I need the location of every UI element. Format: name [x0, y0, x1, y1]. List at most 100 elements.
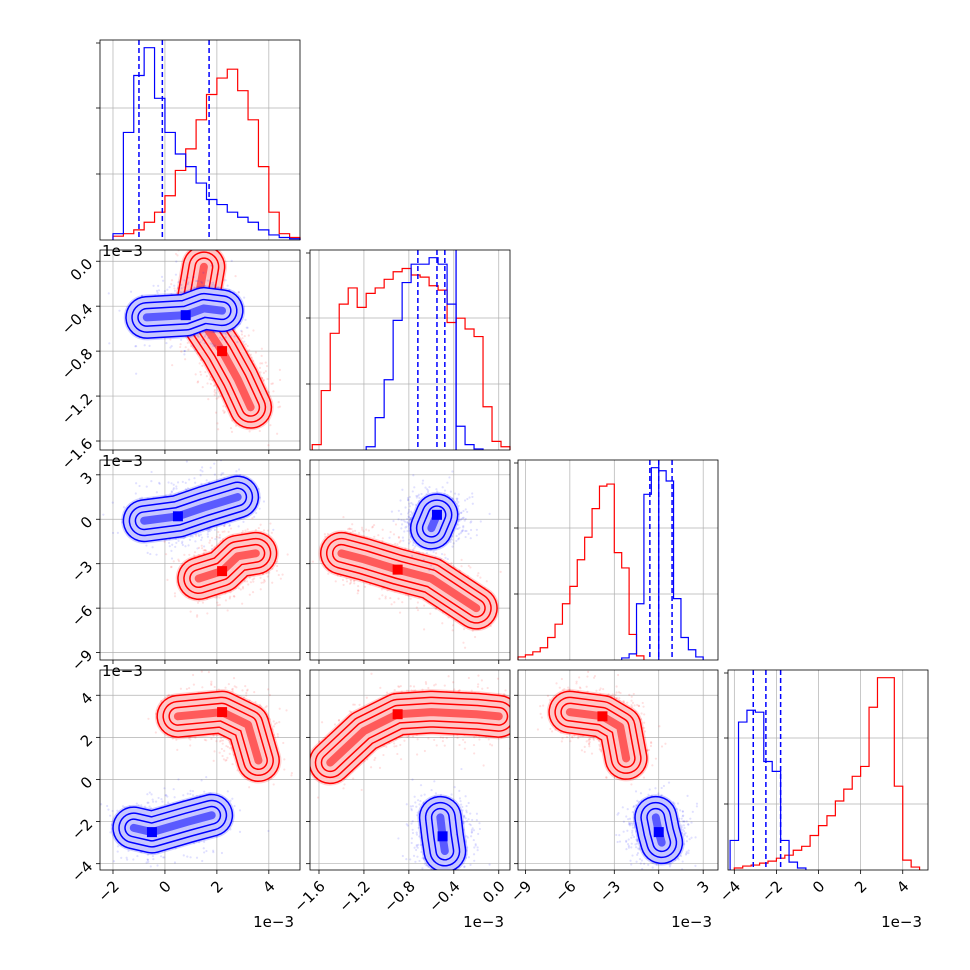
- red-sample: [479, 576, 482, 579]
- blue-sample: [203, 851, 206, 854]
- blue-sample: [182, 854, 185, 857]
- blue-sample: [443, 492, 446, 495]
- red-sample: [188, 687, 191, 690]
- blue-sample: [135, 372, 138, 375]
- axes-frame: [99, 459, 301, 661]
- red-sample: [213, 393, 216, 396]
- blue-sample: [180, 542, 184, 545]
- blue-sample: [223, 524, 226, 527]
- blue-sample: [138, 484, 141, 488]
- red-sample: [271, 581, 274, 584]
- red-sample: [409, 540, 412, 543]
- red-sample: [171, 737, 174, 740]
- red-sample: [273, 722, 277, 726]
- red-sample: [272, 720, 275, 723]
- red-sample: [177, 559, 181, 563]
- red-sample: [227, 682, 230, 686]
- blue-sample: [414, 545, 417, 548]
- blue-sample: [148, 805, 151, 808]
- red-sample: [450, 562, 453, 565]
- blue-sample: [208, 529, 211, 533]
- red-sample: [392, 533, 396, 536]
- blue-sample: [213, 462, 216, 465]
- blue-sample: [157, 289, 161, 292]
- red-sample: [232, 677, 236, 680]
- red-sample: [351, 530, 355, 533]
- red-sample: [263, 580, 266, 583]
- blue-sample: [210, 528, 213, 531]
- blue-sample: [451, 497, 454, 501]
- red-sample: [415, 606, 418, 609]
- blue-sample: [406, 496, 410, 500]
- red-sample: [217, 688, 220, 691]
- red-sample: [265, 572, 269, 575]
- red-sample: [270, 531, 273, 534]
- red-sample: [228, 739, 231, 742]
- red-sample: [226, 745, 230, 749]
- red-sample: [170, 283, 173, 286]
- blue-sample: [409, 536, 412, 539]
- blue-sample: [463, 519, 466, 522]
- blue-sample: [408, 502, 411, 505]
- axes-frame: [517, 459, 719, 661]
- red-sample: [471, 629, 474, 632]
- blue-sample: [456, 502, 459, 505]
- blue-sample: [164, 794, 167, 797]
- blue-sample: [404, 520, 407, 523]
- red-sample: [381, 539, 384, 543]
- red-sample: [229, 527, 233, 530]
- red-sample: [258, 703, 262, 706]
- red-sample: [263, 578, 266, 581]
- blue-sample: [184, 545, 187, 548]
- blue-sample: [400, 513, 403, 516]
- blue-sample: [210, 547, 214, 551]
- red-sample: [409, 597, 412, 600]
- blue-sample: [461, 529, 464, 532]
- blue-sample: [172, 483, 175, 486]
- blue-sample: [168, 545, 171, 548]
- red-sample: [327, 572, 330, 575]
- blue-sample: [176, 286, 180, 289]
- red-sample: [252, 359, 255, 362]
- red-sample: [267, 391, 271, 394]
- red-sample: [259, 523, 262, 526]
- red-sample: [261, 376, 264, 380]
- blue-sample: [183, 349, 186, 353]
- axes-frame: [727, 669, 929, 871]
- blue-sample: [167, 481, 170, 484]
- blue-sample: [192, 344, 195, 347]
- red-sample: [194, 736, 197, 739]
- red-sample: [189, 738, 192, 741]
- red-sample: [384, 595, 387, 598]
- blue-sample: [205, 849, 208, 853]
- blue-sample: [190, 283, 193, 286]
- red-sample: [251, 517, 254, 520]
- red-sample: [429, 612, 432, 615]
- red-sample: [381, 528, 384, 531]
- blue-sample: [188, 538, 192, 541]
- blue-sample: [175, 487, 178, 490]
- red-sample: [262, 581, 265, 584]
- blue-sample: [425, 488, 429, 491]
- blue-sample: [169, 346, 172, 349]
- blue-sample: [206, 533, 209, 536]
- red-sample: [225, 758, 228, 762]
- blue-sample: [439, 558, 442, 561]
- red-sample: [380, 588, 384, 591]
- red-sample: [223, 530, 226, 533]
- blue-sample: [243, 340, 246, 343]
- red-sample: [209, 382, 212, 386]
- red-sample: [169, 566, 173, 569]
- blue-sample: [457, 537, 461, 540]
- blue-peak: [172, 511, 183, 522]
- blue-peak: [180, 310, 191, 321]
- red-sample: [276, 733, 279, 736]
- red-sample: [223, 749, 226, 752]
- red-sample: [259, 588, 262, 591]
- red-sample: [221, 538, 225, 541]
- red-sample: [246, 688, 249, 691]
- red-sample: [201, 364, 204, 367]
- red-sample: [377, 534, 380, 537]
- blue-sample: [407, 523, 411, 526]
